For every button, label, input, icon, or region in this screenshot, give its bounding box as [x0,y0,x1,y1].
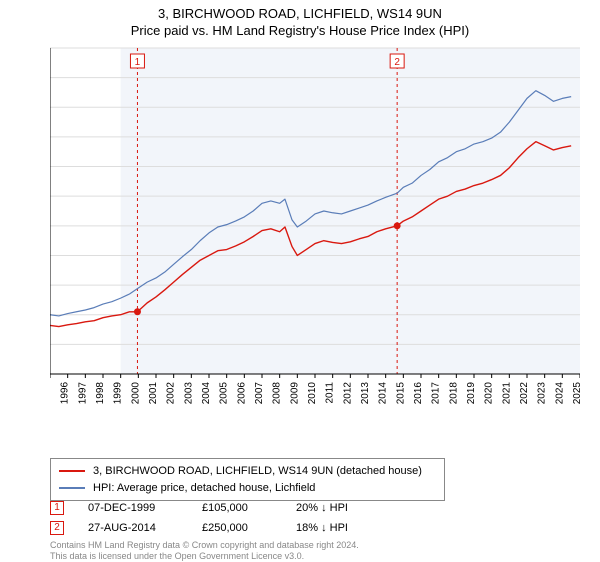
svg-text:2017: 2017 [431,382,442,405]
svg-text:2024: 2024 [554,382,565,405]
svg-text:2016: 2016 [413,382,424,405]
svg-text:2010: 2010 [307,382,318,405]
marker-price-1: £105,000 [202,502,272,514]
marker-table: 1 07-DEC-1999 £105,000 20% ↓ HPI 2 27-AU… [50,498,580,538]
svg-text:1999: 1999 [113,382,124,405]
svg-text:2002: 2002 [166,382,177,405]
svg-text:2000: 2000 [130,382,141,405]
svg-text:2025: 2025 [572,382,580,405]
legend-label-hpi: HPI: Average price, detached house, Lich… [93,480,315,497]
svg-text:2021: 2021 [501,382,512,405]
legend-row-property: 3, BIRCHWOOD ROAD, LICHFIELD, WS14 9UN (… [59,463,436,480]
titles: 3, BIRCHWOOD ROAD, LICHFIELD, WS14 9UN P… [0,0,600,38]
legend-row-hpi: HPI: Average price, detached house, Lich… [59,480,436,497]
chart-area: £0£50K£100K£150K£200K£250K£300K£350K£400… [50,44,580,414]
svg-text:2004: 2004 [201,382,212,405]
svg-text:2006: 2006 [236,382,247,405]
svg-text:1: 1 [135,57,141,68]
svg-text:2018: 2018 [448,382,459,405]
svg-text:1997: 1997 [77,382,88,405]
marker-badge-2: 2 [50,521,64,535]
svg-text:2014: 2014 [378,382,389,405]
marker-delta-1: 20% ↓ HPI [296,502,386,514]
marker-price-2: £250,000 [202,522,272,534]
svg-text:1996: 1996 [60,382,71,405]
title-main: 3, BIRCHWOOD ROAD, LICHFIELD, WS14 9UN [0,6,600,21]
title-sub: Price paid vs. HM Land Registry's House … [0,23,600,38]
marker-row-2: 2 27-AUG-2014 £250,000 18% ↓ HPI [50,518,580,538]
legend: 3, BIRCHWOOD ROAD, LICHFIELD, WS14 9UN (… [50,458,445,501]
svg-text:1998: 1998 [95,382,106,405]
svg-text:2005: 2005 [219,382,230,405]
marker-delta-2: 18% ↓ HPI [296,522,386,534]
svg-text:2009: 2009 [289,382,300,405]
marker-badge-1: 1 [50,501,64,515]
chart-svg: £0£50K£100K£150K£200K£250K£300K£350K£400… [50,44,580,414]
svg-text:2023: 2023 [537,382,548,405]
svg-text:2012: 2012 [342,382,353,405]
svg-text:2008: 2008 [272,382,283,405]
marker-date-2: 27-AUG-2014 [88,522,178,534]
legend-label-property: 3, BIRCHWOOD ROAD, LICHFIELD, WS14 9UN (… [93,463,422,480]
svg-text:2001: 2001 [148,382,159,405]
svg-text:2013: 2013 [360,382,371,405]
svg-text:2003: 2003 [183,382,194,405]
svg-text:2020: 2020 [484,382,495,405]
svg-text:2011: 2011 [325,382,336,404]
svg-text:2019: 2019 [466,382,477,405]
footer-line1: Contains HM Land Registry data © Crown c… [50,540,359,550]
svg-text:2022: 2022 [519,382,530,405]
footer-line2: This data is licensed under the Open Gov… [50,551,304,561]
svg-text:2: 2 [394,57,400,68]
legend-swatch-property [59,470,85,472]
marker-date-1: 07-DEC-1999 [88,502,178,514]
svg-text:2007: 2007 [254,382,265,405]
svg-text:2015: 2015 [395,382,406,405]
svg-text:1995: 1995 [50,382,53,405]
footer: Contains HM Land Registry data © Crown c… [50,540,580,562]
legend-swatch-hpi [59,487,85,489]
chart-container: 3, BIRCHWOOD ROAD, LICHFIELD, WS14 9UN P… [0,0,600,560]
marker-row-1: 1 07-DEC-1999 £105,000 20% ↓ HPI [50,498,580,518]
